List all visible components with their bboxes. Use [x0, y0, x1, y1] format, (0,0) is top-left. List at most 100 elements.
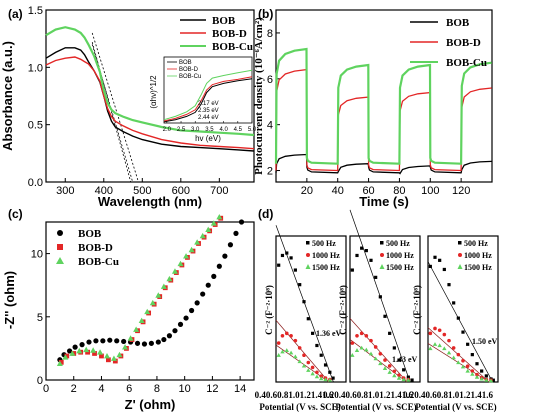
- point-bob: [238, 219, 245, 225]
- point-1500-hz: [382, 366, 388, 370]
- fit-line: [349, 318, 408, 383]
- panel-a-xtick-label: 500: [133, 185, 151, 197]
- point-1000-hz: [465, 364, 470, 368]
- legend-label: 1000 Hz: [464, 251, 492, 260]
- point-1000-hz: [461, 358, 465, 363]
- legend-marker-bob-d: [57, 244, 63, 250]
- point-500-hz: [293, 268, 297, 272]
- legend-label: 1000 Hz: [386, 251, 414, 260]
- legend-marker: [306, 241, 310, 245]
- point-500-hz: [438, 258, 442, 262]
- legend-label-bob-cu: BOB-Cu: [78, 256, 119, 268]
- point-1000-hz: [319, 374, 324, 378]
- inset-xtick-label: 4.5: [234, 127, 243, 133]
- point-1500-hz: [451, 355, 456, 360]
- legend-label: 1500 Hz: [386, 263, 414, 272]
- legend-label: 1500 Hz: [312, 263, 340, 272]
- panel-d-axes-frame: [427, 235, 499, 383]
- point-500-hz: [392, 346, 396, 350]
- point-1500-hz: [484, 377, 489, 382]
- point-1000-hz: [475, 372, 479, 377]
- legend-label: 500 Hz: [464, 239, 488, 248]
- point-1500-hz: [373, 356, 378, 361]
- panel-b-label: (b): [258, 7, 273, 21]
- panel-d: (d) 500 Hz 1000 Hz 1500 Hz 500 Hz 1000 Hz 15…: [255, 207, 499, 412]
- point-1000-hz: [470, 369, 475, 373]
- panel-a-legend: BOB BOB-D BOB-Cu: [180, 15, 253, 53]
- point-bob-d: [85, 349, 90, 355]
- point-bob: [216, 263, 222, 269]
- panel-d-subplot-2: 500 Hz 1000 Hz 1500 Hz: [349, 209, 421, 383]
- point-1500-hz: [368, 351, 374, 356]
- inset-xtick-label: 2.5: [177, 127, 186, 133]
- point-500-hz: [331, 376, 335, 380]
- panel-b-ytick-label: 2: [267, 166, 273, 178]
- point-1000-hz: [284, 331, 289, 336]
- point-bob-cu: [76, 347, 83, 354]
- point-bob: [114, 338, 120, 344]
- inset-xtick-label: 5.0: [248, 127, 257, 133]
- inset-frame: [163, 56, 253, 124]
- inset-line-bob-d: [163, 76, 253, 122]
- panel-a-xtick-label: 400: [95, 185, 113, 197]
- panel-a-ytick-label: 0.5: [28, 120, 43, 132]
- panel-a-ytick-label: 1.0: [28, 62, 43, 74]
- point-1000-hz: [392, 369, 397, 374]
- point-500-hz: [491, 378, 495, 382]
- point-500-hz: [410, 378, 414, 382]
- panel-c-xtick-label: 0: [43, 383, 49, 395]
- point-1000-hz: [437, 328, 442, 333]
- point-500-hz: [350, 268, 354, 272]
- legend-marker: [458, 241, 462, 245]
- panel-a-ytick-label: 1.5: [28, 5, 43, 17]
- point-500-hz: [374, 275, 378, 279]
- legend-label-bob: BOB: [78, 228, 102, 240]
- point-500-hz: [383, 314, 387, 318]
- panel-a-axes-frame: [45, 9, 255, 183]
- legend-marker: [380, 241, 384, 245]
- point-500-hz: [298, 283, 302, 287]
- point-500-hz: [319, 353, 323, 357]
- inset-annotation-1: 2.17 eV: [198, 101, 219, 107]
- legend-marker-bob: [57, 230, 63, 236]
- point-bob-cu: [216, 213, 223, 220]
- panel-d-subplot-2-xlabel: Potential (V vs. SCE): [335, 402, 416, 412]
- legend-label: 500 Hz: [386, 239, 410, 248]
- inset-legend-bob-cu: BOB-Cu: [179, 74, 201, 80]
- legend-label-bob-cu: BOB-Cu: [212, 41, 253, 53]
- tangent-line-3: [91, 32, 139, 183]
- point-1500-hz: [465, 368, 470, 373]
- inset-annotation-2: 2.35 eV: [198, 108, 219, 114]
- point-bob: [161, 336, 167, 343]
- legend-marker: [306, 253, 310, 257]
- panel-b: (b) 20 40 60 80 100 120 2 4 6 8 Time (s) Photocur…: [253, 7, 493, 209]
- point-1500-hz: [306, 368, 311, 372]
- panel-b-xtick-label: 100: [421, 185, 439, 197]
- legend-marker: [458, 253, 462, 257]
- point-bob-cu: [127, 335, 134, 341]
- point-bob-cu: [160, 283, 167, 289]
- panel-b-legend: BOB BOB-D BOB-Cu: [410, 17, 487, 69]
- point-1000-hz: [433, 326, 437, 331]
- fit-line: [275, 225, 334, 383]
- point-500-hz: [302, 300, 306, 304]
- point-1500-hz: [276, 353, 281, 357]
- point-1500-hz: [470, 371, 475, 376]
- point-bob-d: [64, 353, 70, 359]
- point-1500-hz: [378, 361, 383, 366]
- point-bob: [79, 342, 85, 348]
- point-bob-cu: [205, 226, 212, 232]
- point-1000-hz: [280, 333, 285, 338]
- point-bob-d: [106, 357, 111, 363]
- point-1000-hz: [302, 353, 306, 358]
- point-1000-hz: [397, 373, 401, 377]
- panel-c-xtick-label: 14: [234, 383, 246, 395]
- point-1000-hz: [355, 333, 359, 338]
- legend-label-bob: BOB: [446, 17, 470, 29]
- panel-b-ytick-label: 8: [267, 28, 273, 40]
- panel-c-xtick-label: 2: [71, 383, 77, 395]
- point-1000-hz: [306, 360, 311, 365]
- point-bob: [200, 291, 206, 297]
- point-500-hz: [447, 283, 451, 287]
